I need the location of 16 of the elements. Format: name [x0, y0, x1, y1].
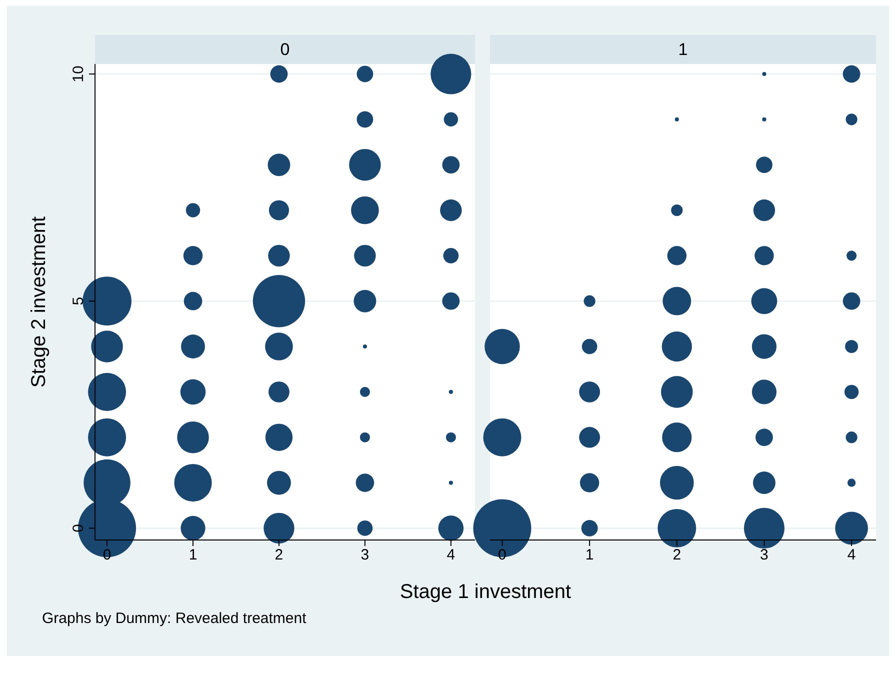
- x-tick-label: 4: [847, 546, 856, 564]
- y-tick-label: 10: [70, 66, 87, 82]
- x-tick-label: 4: [446, 546, 456, 564]
- x-tick-label: 3: [760, 546, 768, 564]
- y-tick-label: 0: [70, 524, 87, 532]
- x-tick-label: 1: [188, 546, 198, 564]
- chart-title: 0: [280, 40, 290, 59]
- x-tick-label: 2: [672, 546, 682, 564]
- x-tick-label: 1: [585, 546, 594, 564]
- x-tick-label: 2: [274, 546, 284, 564]
- chart-title: 1: [678, 40, 688, 59]
- x-axis-title: Stage 1 investment: [400, 581, 572, 603]
- text: Graphs by Dummy: Revealed treatment: [42, 610, 308, 627]
- y-tick-label: 5: [70, 296, 87, 306]
- y-axis-title: Stage 2 investment: [28, 216, 50, 388]
- x-tick-label: 3: [360, 546, 370, 564]
